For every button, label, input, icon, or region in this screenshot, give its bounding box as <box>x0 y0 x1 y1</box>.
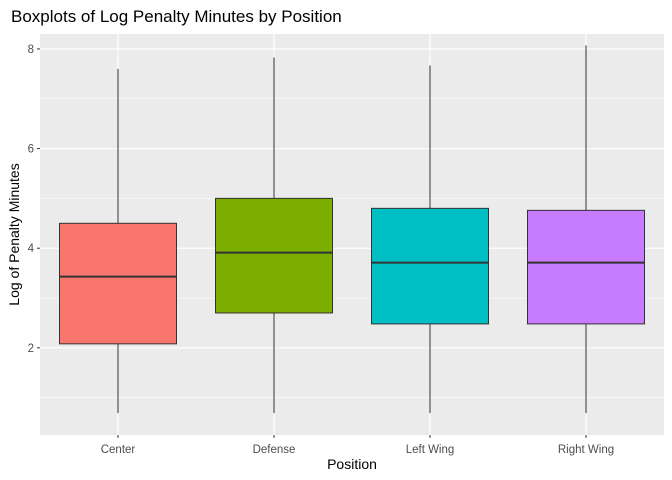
box-center <box>59 68 177 414</box>
y-tick-label: 4 <box>28 243 35 255</box>
box-defense <box>215 57 333 414</box>
chart-title: Boxplots of Log Penalty Minutes by Posit… <box>11 7 342 26</box>
x-tick-label: Center <box>101 444 136 456</box>
y-tick-label: 2 <box>28 343 34 355</box>
box-right-wing <box>527 45 645 414</box>
y-axis-ticks: 2 4 6 8 <box>28 44 40 355</box>
x-axis-ticks: Center Defense Left Wing Right Wing <box>101 435 614 456</box>
box-body <box>59 222 177 345</box>
x-axis-label: Position <box>327 456 377 472</box>
y-tick-label: 6 <box>28 144 34 156</box>
box-left-wing <box>371 65 489 414</box>
x-tick-label: Defense <box>253 444 296 456</box>
y-axis-label: Log of Penalty Minutes <box>6 163 22 305</box>
box-body <box>527 209 645 325</box>
x-tick-label: Right Wing <box>558 444 614 456</box>
x-tick-label: Left Wing <box>406 444 455 456</box>
box-body <box>371 207 489 325</box>
y-tick-label: 8 <box>28 44 34 56</box>
box-series <box>59 45 645 414</box>
box-body <box>215 197 333 314</box>
